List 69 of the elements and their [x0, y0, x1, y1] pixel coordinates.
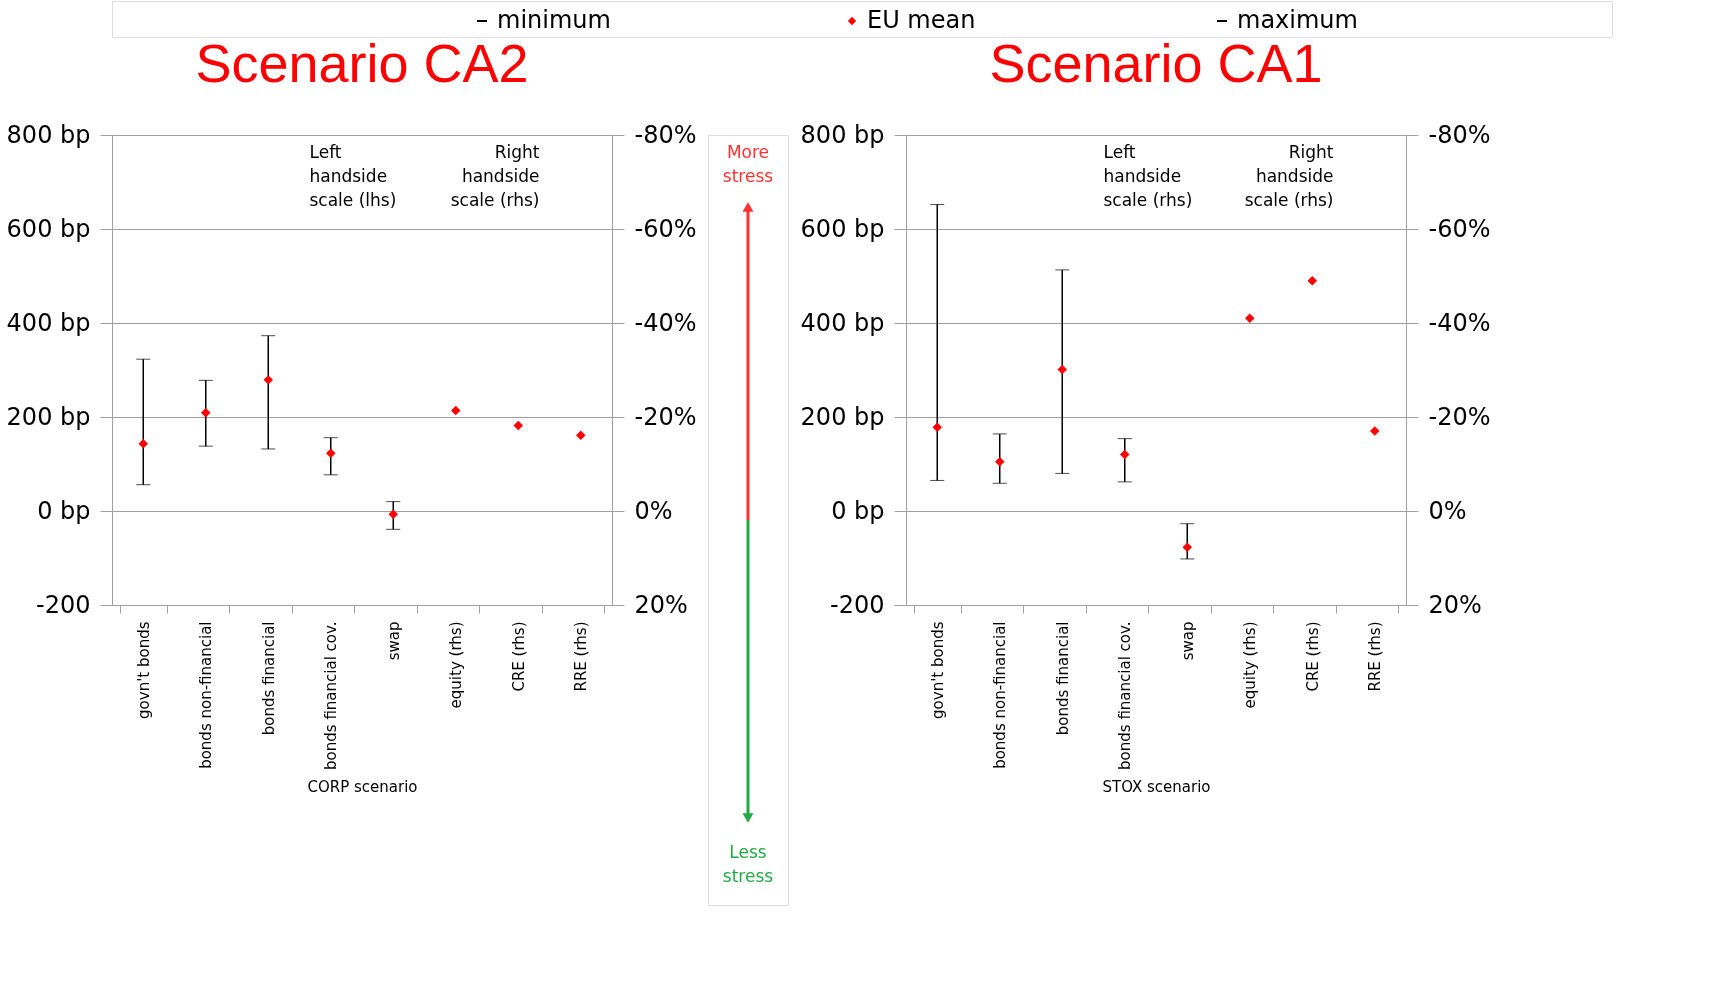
y2-tick-label: 20% — [634, 590, 688, 619]
x-tick-label: bonds financial cov. — [322, 621, 341, 770]
point — [326, 448, 336, 458]
x-tick-label: swap — [1178, 621, 1197, 661]
point — [1120, 449, 1130, 460]
x-axis-title: STOX scenario — [1102, 777, 1211, 796]
x-tick-label: govn't bonds — [928, 621, 947, 719]
x-tick-label: RRE (rhs) — [1366, 621, 1385, 692]
x-tick-label: CRE (rhs) — [1303, 621, 1322, 692]
x-tick-label: bonds non-financial — [197, 621, 216, 769]
point — [1370, 426, 1380, 436]
point — [201, 408, 211, 418]
point — [451, 405, 461, 416]
x-tick-label: bonds non-financial — [991, 621, 1010, 769]
y2-tick-label: -60% — [634, 214, 697, 243]
x-axis-title: CORP scenario — [307, 777, 418, 796]
y2-tick-label: -20% — [1428, 402, 1491, 431]
text: More stress — [722, 142, 774, 186]
point — [1245, 313, 1255, 324]
y-tick-label: 0 bp — [831, 496, 885, 525]
point — [138, 439, 148, 449]
y2-tick-label: 20% — [1428, 590, 1482, 619]
chart-title: Scenario CA1 — [989, 33, 1323, 93]
x-tick-label: equity (rhs) — [447, 621, 466, 709]
y2-tick-label: 0% — [634, 496, 673, 525]
x-tick-label: bonds financial — [1053, 621, 1072, 736]
annotation: Left handside scale (lhs) — [309, 142, 397, 210]
point — [1182, 542, 1192, 552]
y2-tick-label: -40% — [634, 308, 697, 337]
text: Less stress — [722, 842, 774, 886]
y-tick-label: 400 bp — [800, 308, 885, 337]
annotation: Right handside scale (rhs) — [1244, 142, 1334, 210]
text: minimum — [497, 6, 611, 34]
chart-title: Scenario CA2 — [195, 33, 529, 93]
y2-tick-label: 0% — [1428, 496, 1467, 525]
y-tick-label: 400 bp — [6, 308, 91, 337]
y2-tick-label: -60% — [1428, 214, 1491, 243]
point — [995, 456, 1005, 467]
y2-tick-label: -20% — [634, 402, 697, 431]
y2-tick-label: -80% — [1428, 120, 1491, 149]
annotation: Right handside scale (rhs) — [450, 142, 540, 210]
y-tick-label: 800 bp — [800, 120, 885, 149]
point — [1057, 364, 1067, 375]
y-tick-label: 200 bp — [6, 402, 91, 431]
point — [388, 509, 398, 520]
x-tick-label: govn't bonds — [134, 621, 153, 719]
point — [1307, 275, 1317, 286]
text: maximum — [1237, 6, 1358, 34]
y-tick-label: 0 bp — [37, 496, 91, 525]
x-tick-label: RRE (rhs) — [572, 621, 591, 692]
annotation: Left handside scale (rhs) — [1103, 142, 1193, 210]
x-tick-label: bonds financial cov. — [1116, 621, 1135, 770]
y2-tick-label: -40% — [1428, 308, 1491, 337]
point — [576, 430, 586, 441]
point — [932, 422, 942, 433]
y-tick-label: -200 — [36, 590, 91, 619]
y-tick-label: -200 — [830, 590, 885, 619]
y-tick-label: 600 bp — [800, 214, 885, 243]
x-tick-label: equity (rhs) — [1241, 621, 1260, 709]
point — [263, 375, 273, 385]
x-tick-label: bonds financial — [259, 621, 278, 736]
point — [513, 420, 523, 431]
y-tick-label: 600 bp — [6, 214, 91, 243]
x-tick-label: swap — [384, 621, 403, 661]
y2-tick-label: -80% — [634, 120, 697, 149]
y-tick-label: 800 bp — [6, 120, 91, 149]
x-tick-label: CRE (rhs) — [509, 621, 528, 692]
y-tick-label: 200 bp — [800, 402, 885, 431]
legend-label: EU mean — [867, 6, 976, 34]
